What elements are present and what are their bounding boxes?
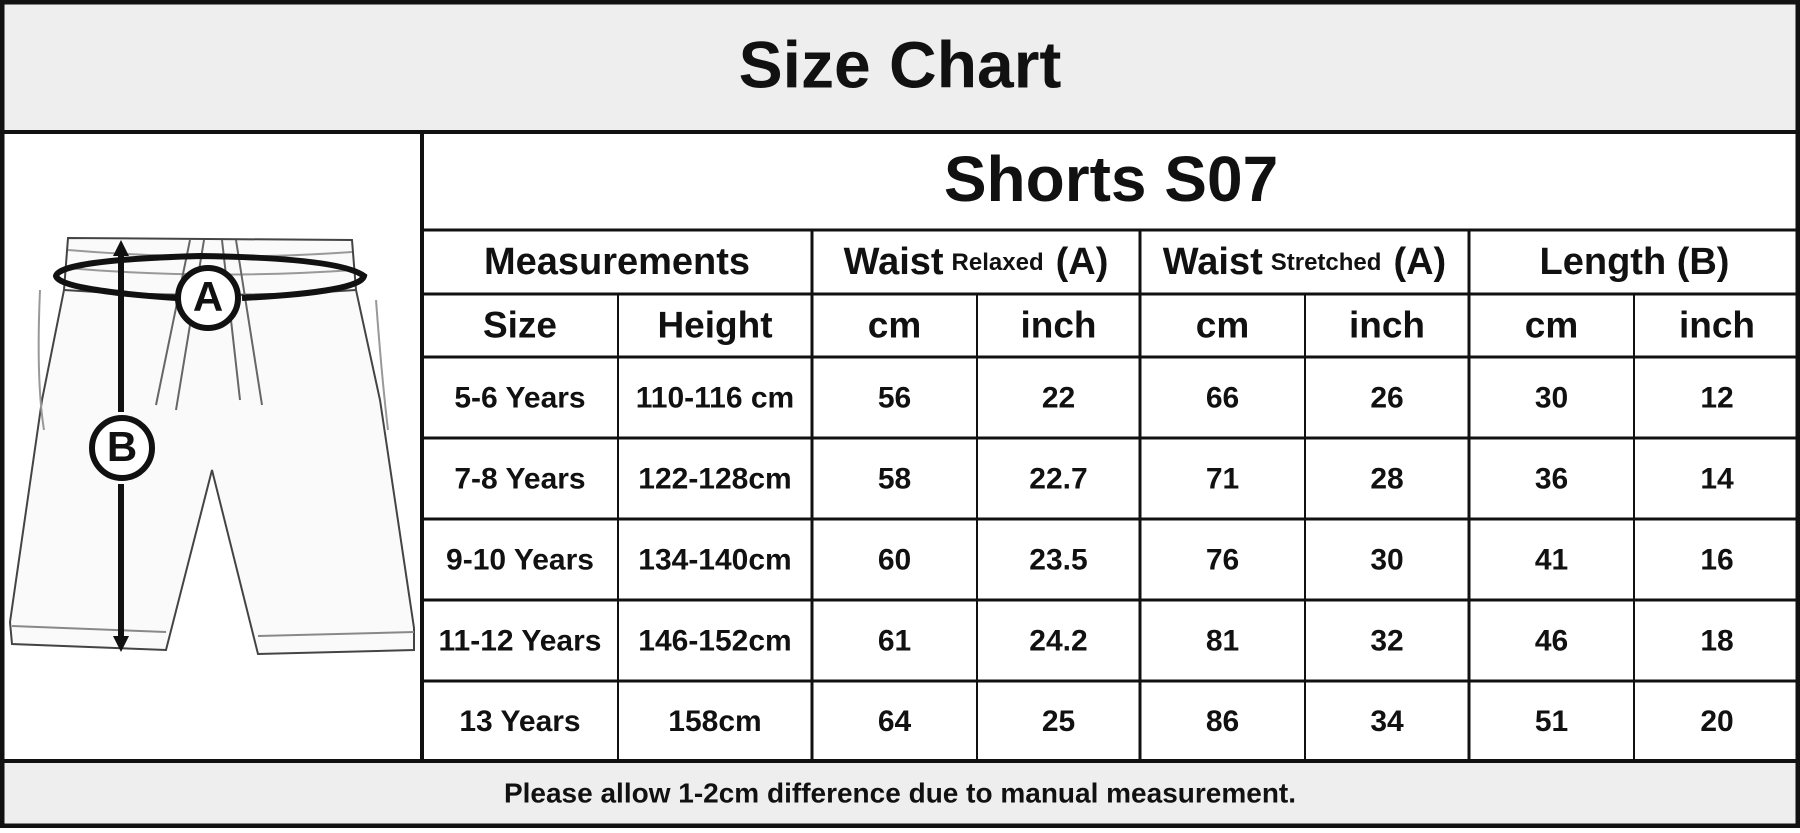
table-cell: 110-116 cm bbox=[636, 381, 794, 414]
column-header: Height bbox=[657, 304, 772, 345]
table-cell: 36 bbox=[1535, 462, 1568, 495]
table-cell: 158cm bbox=[668, 705, 761, 738]
table-cell: 20 bbox=[1700, 705, 1733, 738]
footer-band bbox=[0, 761, 1800, 828]
table-cell: 25 bbox=[1042, 705, 1075, 738]
table-cell: 61 bbox=[878, 624, 911, 657]
table-cell: 146-152cm bbox=[638, 624, 791, 657]
table-cell: 28 bbox=[1370, 462, 1403, 495]
table-cell: 71 bbox=[1206, 462, 1239, 495]
group-header: Measurements bbox=[484, 241, 750, 283]
table-cell: 24.2 bbox=[1029, 624, 1087, 657]
table-cell: 30 bbox=[1535, 381, 1568, 414]
table-cell: 22 bbox=[1042, 381, 1075, 414]
table-cell: 7-8 Years bbox=[454, 462, 585, 495]
title-band bbox=[0, 0, 1800, 132]
column-header: inch bbox=[1020, 304, 1096, 345]
table-cell: 23.5 bbox=[1029, 543, 1087, 576]
table-cell: 5-6 Years bbox=[454, 381, 585, 414]
table-cell: 46 bbox=[1535, 624, 1568, 657]
group-header-sub: Stretched bbox=[1271, 249, 1382, 276]
footer-note: Please allow 1-2cm difference due to man… bbox=[504, 777, 1296, 808]
column-header: inch bbox=[1679, 304, 1755, 345]
measure-arrows bbox=[52, 250, 368, 640]
table-cell: 18 bbox=[1700, 624, 1733, 657]
table-cell: 66 bbox=[1206, 381, 1239, 414]
diagram-markers bbox=[89, 265, 241, 481]
table-cell: 134-140cm bbox=[638, 543, 791, 576]
table-cell: 81 bbox=[1206, 624, 1239, 657]
marker-label: B bbox=[107, 423, 137, 470]
column-header: cm bbox=[868, 304, 921, 345]
table-cell: 13 Years bbox=[459, 705, 580, 738]
group-header-main: Measurements bbox=[484, 241, 750, 283]
table-cell: 11-12 Years bbox=[439, 624, 602, 657]
table-cell: 32 bbox=[1370, 624, 1403, 657]
table-cell: 34 bbox=[1370, 705, 1404, 738]
marker-label: A bbox=[193, 273, 223, 320]
group-header-suffix: (A) bbox=[1393, 241, 1446, 283]
table-cell: 60 bbox=[878, 543, 911, 576]
table-cell: 41 bbox=[1535, 543, 1568, 576]
group-header-suffix: (A) bbox=[1056, 241, 1109, 283]
table-cell: 56 bbox=[878, 381, 911, 414]
column-header: cm bbox=[1525, 304, 1578, 345]
table-cell: 16 bbox=[1700, 543, 1733, 576]
group-header: Waist Relaxed (A) bbox=[844, 241, 1109, 283]
group-header-sub: Relaxed bbox=[952, 249, 1044, 276]
table-cell: 12 bbox=[1700, 381, 1733, 414]
table-cell: 58 bbox=[878, 462, 911, 495]
group-header-main: Waist bbox=[1163, 241, 1263, 283]
column-header: Size bbox=[483, 304, 557, 345]
table-cell: 26 bbox=[1370, 381, 1403, 414]
table-cell: 51 bbox=[1535, 705, 1568, 738]
group-header: Length (B) bbox=[1540, 241, 1730, 283]
column-header: cm bbox=[1196, 304, 1249, 345]
group-header-main: Length (B) bbox=[1540, 241, 1730, 283]
table-cell: 64 bbox=[878, 705, 912, 738]
group-header: Waist Stretched (A) bbox=[1163, 241, 1446, 283]
title: Size Chart bbox=[739, 27, 1062, 101]
table-cell: 30 bbox=[1370, 543, 1403, 576]
table-cell: 14 bbox=[1700, 462, 1734, 495]
table-cell: 76 bbox=[1206, 543, 1239, 576]
column-header: inch bbox=[1349, 304, 1425, 345]
group-header-main: Waist bbox=[844, 241, 944, 283]
table-cell: 9-10 Years bbox=[446, 543, 594, 576]
table-cell: 22.7 bbox=[1029, 462, 1087, 495]
product-name: Shorts S07 bbox=[944, 143, 1278, 215]
table-cell: 122-128cm bbox=[638, 462, 791, 495]
table-cell: 86 bbox=[1206, 705, 1239, 738]
